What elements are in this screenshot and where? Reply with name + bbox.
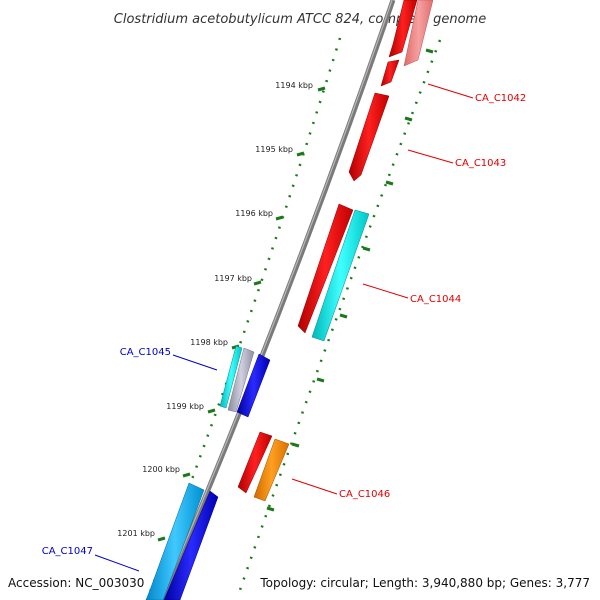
accession-text: Accession: NC_003030 — [8, 576, 144, 590]
tick-label-1198: 1198 kbp — [190, 338, 228, 347]
gene-arrow-ca-c1046-red — [237, 431, 273, 494]
gene-label-ca-c1043: CA_C1043 — [455, 158, 506, 169]
gene-label-ca-c1047: CA_C1047 — [42, 546, 93, 557]
gene-arrow-ca-c1047-sky — [145, 482, 205, 600]
gene-arrow-ca-c1042-a — [388, 0, 418, 58]
tick-label-1194: 1194 kbp — [275, 81, 313, 90]
gene-arrow-ca-c1043 — [348, 92, 390, 182]
tick-label-1195: 1195 kbp — [255, 145, 293, 154]
gene-arrow-ca-c1045-grey — [227, 347, 255, 413]
gene-arrow-ca-c1045-cyan — [219, 345, 243, 409]
genome-backbone — [159, 0, 396, 600]
gene-arrow-ca-c1046-orange — [253, 438, 290, 502]
tick-label-1196: 1196 kbp — [235, 209, 273, 218]
gene-arrow-ca-c1045-blue — [236, 353, 271, 418]
inner-major-ticks — [266, 48, 434, 512]
gene-label-ca-c1042: CA_C1042 — [475, 93, 526, 104]
major-ticks — [157, 86, 326, 542]
tick-label-1200: 1200 kbp — [142, 465, 180, 474]
gene-arrow-ca-c1047-blue — [163, 490, 219, 600]
tick-label-1199: 1199 kbp — [166, 402, 204, 411]
gene-labels: CA_C1042 CA_C1043 CA_C1044 CA_C1045 CA_C… — [42, 93, 527, 557]
topology-text: Topology: circular; Length: 3,940,880 bp… — [259, 576, 590, 590]
reverse-genes — [145, 345, 271, 600]
genome-backbone-highlight — [160, 0, 393, 600]
gene-arrow-ca-c1042-c — [380, 59, 400, 87]
gene-arrow-ca-c1044-cyan — [311, 209, 370, 342]
inner-tick-track — [238, 39, 442, 591]
gene-label-ca-c1045: CA_C1045 — [120, 347, 171, 358]
tick-label-1197: 1197 kbp — [214, 274, 252, 283]
tick-label-1201: 1201 kbp — [117, 529, 155, 538]
gene-arrow-ca-c1044-red — [297, 203, 354, 334]
tick-labels: 1194 kbp 1195 kbp 1196 kbp 1197 kbp 1198… — [117, 81, 313, 538]
forward-genes — [237, 0, 434, 502]
gene-label-ca-c1044: CA_C1044 — [410, 294, 461, 305]
gene-arrow-ca-c1042-b — [403, 0, 434, 67]
outer-tick-track — [145, 37, 342, 600]
map-title: Clostridium acetobutylicum ATCC 824, com… — [114, 12, 486, 27]
gene-label-ca-c1046: CA_C1046 — [339, 489, 390, 500]
leader-lines — [94, 83, 474, 572]
